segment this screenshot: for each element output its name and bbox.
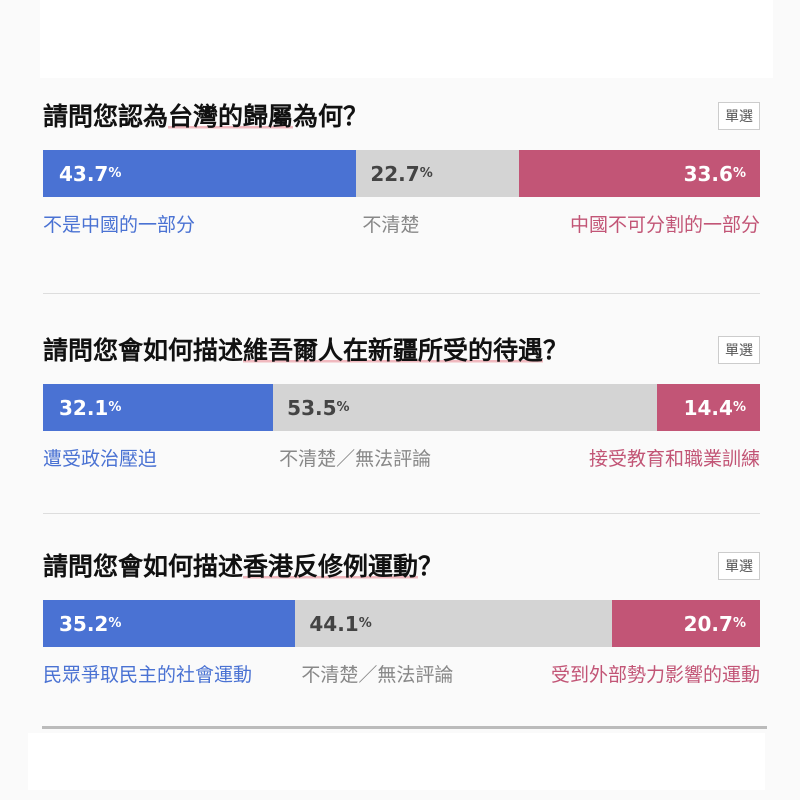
value-label: 22.7 [370, 161, 420, 186]
stacked-bar: 43.7% 22.7% 33.6% [43, 150, 760, 197]
divider [42, 726, 767, 729]
category-label: 民眾爭取民主的社會運動 [43, 664, 253, 686]
value-label: 14.4 [683, 395, 733, 420]
bar-segment: 32.1% [43, 384, 274, 431]
title-text: 為何？ [293, 102, 369, 131]
single-choice-badge: 單選 [718, 552, 760, 580]
bar-segment: 14.4% [656, 384, 760, 431]
top-card [40, 0, 773, 78]
question-title: 請問您會如何描述香港反修例運動？ [43, 550, 443, 584]
stacked-bar: 35.2% 44.1% 20.7% [43, 600, 760, 647]
unit-label: % [108, 166, 122, 181]
bar-segment: 20.7% [611, 600, 760, 647]
title-text: ？ [543, 336, 569, 365]
category-label: 接受教育和職業訓練 [588, 448, 760, 470]
value-label: 32.1 [59, 395, 109, 420]
value-label: 53.5 [287, 395, 337, 420]
unit-label: % [336, 400, 350, 415]
category-labels: 民眾爭取民主的社會運動 不清楚／無法評論 受到外部勢力影響的運動 [43, 660, 760, 688]
title-highlight: 香港反修例運動 [243, 552, 419, 581]
category-label: 不清楚／無法評論 [301, 664, 454, 686]
bottom-card [28, 733, 765, 790]
stacked-bar: 32.1% 53.5% 14.4% [43, 384, 760, 431]
unit-label: % [732, 400, 746, 415]
category-label: 受到外部勢力影響的運動 [550, 664, 760, 686]
title-text: 請問您認為 [43, 102, 169, 131]
title-text: 請問您會如何描述 [43, 336, 244, 365]
unit-label: % [108, 400, 122, 415]
bar-segment: 35.2% [43, 600, 296, 647]
title-highlight: 維吾爾人在新疆所受的待遇 [243, 336, 544, 365]
category-label: 不是中國的一部分 [43, 214, 196, 236]
bar-segment: 33.6% [519, 150, 760, 197]
bar-segment: 53.5% [273, 384, 657, 431]
single-choice-badge: 單選 [718, 102, 760, 130]
bar-segment: 43.7% [43, 150, 357, 197]
question-title: 請問您會如何描述維吾爾人在新疆所受的待遇？ [43, 334, 568, 368]
question-title: 請問您認為台灣的歸屬為何？ [43, 100, 368, 134]
unit-label: % [108, 616, 122, 631]
unit-label: % [419, 166, 433, 181]
value-label: 43.7 [59, 161, 109, 186]
category-label: 遭受政治壓迫 [43, 448, 158, 470]
value-label: 33.6 [683, 161, 733, 186]
divider [43, 513, 760, 514]
unit-label: % [732, 166, 746, 181]
unit-label: % [732, 616, 746, 631]
category-label: 不清楚／無法評論 [279, 448, 432, 470]
single-choice-badge: 單選 [718, 336, 760, 364]
title-highlight: 台灣的歸屬 [168, 102, 294, 131]
category-labels: 不是中國的一部分 不清楚 中國不可分割的一部分 [43, 210, 760, 238]
category-label: 中國不可分割的一部分 [569, 214, 760, 236]
title-text: ？ [418, 552, 444, 581]
value-label: 44.1 [309, 611, 359, 636]
value-label: 20.7 [683, 611, 733, 636]
bar-segment: 44.1% [295, 600, 612, 647]
bar-segment: 22.7% [356, 150, 520, 197]
category-label: 不清楚 [362, 214, 420, 236]
title-text: 請問您會如何描述 [43, 552, 244, 581]
divider [43, 293, 760, 294]
unit-label: % [358, 616, 372, 631]
category-labels: 遭受政治壓迫 不清楚／無法評論 接受教育和職業訓練 [43, 444, 760, 472]
value-label: 35.2 [59, 611, 109, 636]
